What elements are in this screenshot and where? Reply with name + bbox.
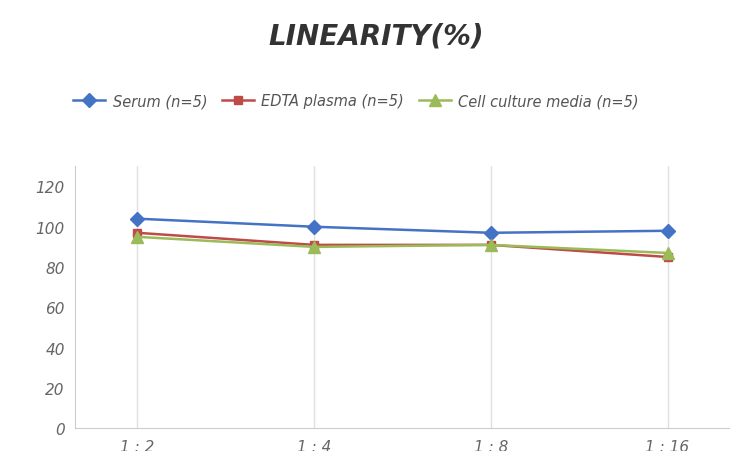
Line: EDTA plasma (n=5): EDTA plasma (n=5) — [133, 229, 672, 262]
Legend: Serum (n=5), EDTA plasma (n=5), Cell culture media (n=5): Serum (n=5), EDTA plasma (n=5), Cell cul… — [68, 88, 644, 115]
EDTA plasma (n=5) — [663, 255, 672, 260]
EDTA plasma (n=5) — [487, 243, 496, 248]
Cell culture media (n=5) — [487, 243, 496, 248]
EDTA plasma (n=5) — [309, 243, 318, 248]
Serum (n=5) — [487, 230, 496, 236]
Text: LINEARITY(%): LINEARITY(%) — [268, 23, 484, 51]
Cell culture media (n=5) — [663, 251, 672, 256]
Serum (n=5) — [132, 216, 141, 222]
Line: Serum (n=5): Serum (n=5) — [132, 214, 672, 238]
Cell culture media (n=5) — [132, 235, 141, 240]
EDTA plasma (n=5) — [132, 230, 141, 236]
Serum (n=5) — [663, 229, 672, 234]
Line: Cell culture media (n=5): Cell culture media (n=5) — [132, 232, 673, 259]
Serum (n=5) — [309, 225, 318, 230]
Cell culture media (n=5) — [309, 244, 318, 250]
